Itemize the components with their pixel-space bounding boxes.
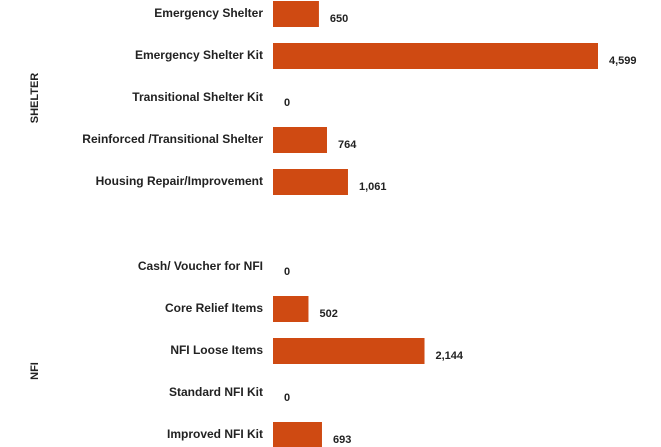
bar: [273, 169, 348, 195]
bar: [273, 422, 322, 447]
category-label: Standard NFI Kit: [169, 385, 263, 399]
group-label: NFI: [29, 362, 41, 380]
category-label: Cash/ Voucher for NFI: [138, 259, 263, 273]
value-label: 502: [319, 308, 337, 320]
category-label: Reinforced /Transitional Shelter: [82, 132, 263, 146]
category-label: Core Relief Items: [165, 301, 263, 315]
value-label: 0: [284, 97, 290, 109]
value-label: 764: [338, 139, 357, 151]
bar: [273, 127, 327, 153]
value-label: 693: [333, 434, 351, 446]
bar: [273, 338, 425, 364]
category-label: Improved NFI Kit: [167, 427, 263, 441]
bar: [273, 1, 319, 27]
value-label: 0: [284, 266, 290, 278]
category-label: NFI Loose Items: [170, 343, 263, 357]
group-label: SHELTER: [29, 73, 41, 124]
value-label: 0: [284, 392, 290, 404]
category-label: Transitional Shelter Kit: [132, 90, 263, 104]
category-label: Emergency Shelter Kit: [135, 48, 263, 62]
bar: [273, 296, 309, 322]
value-label: 650: [330, 13, 348, 25]
value-label: 1,061: [359, 181, 387, 193]
value-label: 4,599: [609, 55, 637, 67]
category-label: Housing Repair/Improvement: [96, 174, 263, 188]
bar: [273, 43, 598, 69]
category-label: Emergency Shelter: [154, 6, 263, 20]
value-label: 2,144: [436, 350, 464, 362]
